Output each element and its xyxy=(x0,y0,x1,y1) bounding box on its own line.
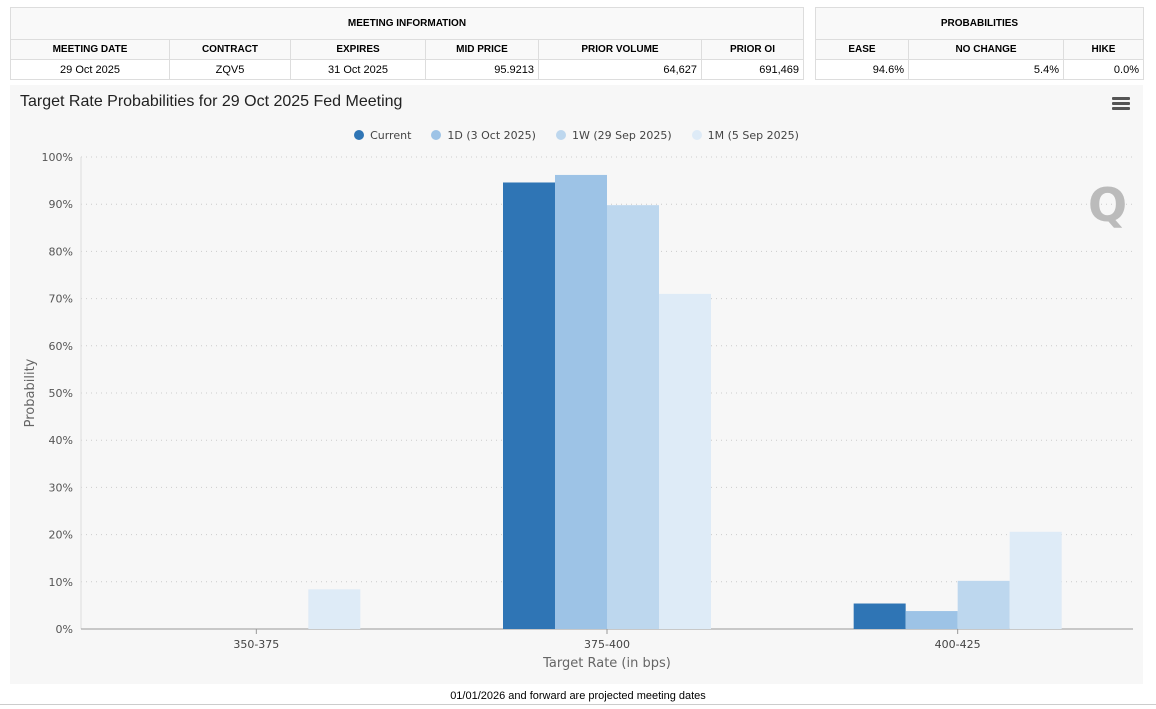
legend-label: Current xyxy=(370,129,412,142)
col-header: MEETING DATE xyxy=(10,39,170,60)
bar-1d xyxy=(555,174,607,629)
bar-chart: 0% 10% 20% 30% 40% 50% 60% 70% 80% 90% 100% 350-375… xyxy=(23,151,1133,671)
no-change-value: 5.4% xyxy=(908,59,1064,80)
mid-price: 95.9213 xyxy=(425,59,539,80)
chart-menu-button[interactable] xyxy=(1112,97,1130,112)
expires: 31 Oct 2025 xyxy=(290,59,426,80)
legend-dot-icon xyxy=(555,130,566,140)
y-axis-title: Probability xyxy=(23,358,38,427)
y-tick-label: 70% xyxy=(49,293,73,306)
ease-value: 94.6% xyxy=(815,59,909,80)
col-header: EASE xyxy=(815,39,909,60)
hike-value: 0.0% xyxy=(1063,59,1144,80)
y-tick-label: 80% xyxy=(49,245,73,258)
bar-1d xyxy=(905,611,958,629)
legend-dot-icon xyxy=(691,130,702,140)
bar-1w xyxy=(607,205,659,630)
legend-item[interactable]: 1M (5 Sep 2025) xyxy=(691,129,799,142)
y-tick-label: 10% xyxy=(49,576,73,589)
meeting-date: 29 Oct 2025 xyxy=(10,59,170,80)
legend-item[interactable]: 1W (29 Sep 2025) xyxy=(555,129,672,142)
table-row: 29 Oct 2025 ZQV5 31 Oct 2025 95.9213 64,… xyxy=(10,59,804,80)
y-tick-label: 0% xyxy=(56,623,73,636)
bar-current xyxy=(503,182,555,629)
y-tick-label: 20% xyxy=(49,529,73,542)
footer-note: 01/01/2026 and forward are projected mee… xyxy=(450,690,706,702)
legend-dot-icon xyxy=(431,130,442,140)
chart-legend: Current 1D (3 Oct 2025) 1W (29 Sep 2025) 1M… xyxy=(10,129,1143,142)
col-header: EXPIRES xyxy=(290,39,426,60)
col-header: MID PRICE xyxy=(425,39,539,60)
probabilities-table: PROBABILITIES EASE NO CHANGE HIKE 94.6% … xyxy=(815,7,1144,80)
legend-label: 1M (5 Sep 2025) xyxy=(707,129,799,142)
divider xyxy=(0,704,1156,705)
col-header: PRIOR OI xyxy=(701,39,804,60)
x-tick-label: 375-400 xyxy=(584,638,630,651)
chart-container: Target Rate Probabilities for 29 Oct 202… xyxy=(10,85,1143,684)
meeting-information-table: MEETING INFORMATION MEETING DATE CONTRAC… xyxy=(10,7,804,80)
prior-oi: 691,469 xyxy=(701,59,804,80)
contract: ZQV5 xyxy=(169,59,291,80)
legend-label: 1D (3 Oct 2025) xyxy=(447,129,536,142)
y-tick-label: 30% xyxy=(49,481,73,494)
x-tick-label: 400-425 xyxy=(935,638,981,651)
col-header: PRIOR VOLUME xyxy=(538,39,702,60)
probabilities-title: PROBABILITIES xyxy=(815,7,1144,40)
y-tick-label: 50% xyxy=(49,387,73,400)
y-tick-label: 100% xyxy=(42,151,73,164)
legend-label: 1W (29 Sep 2025) xyxy=(571,129,672,142)
y-tick-label: 40% xyxy=(49,434,73,447)
bar-1m xyxy=(308,589,361,629)
col-header: CONTRACT xyxy=(169,39,291,60)
table-row: 94.6% 5.4% 0.0% xyxy=(815,59,1144,80)
meeting-info-title: MEETING INFORMATION xyxy=(10,7,804,40)
x-tick-label: 350-375 xyxy=(233,638,279,651)
watermark-logo-icon: Q xyxy=(1088,178,1127,232)
bar-current xyxy=(853,603,906,629)
bar-1m xyxy=(659,293,711,629)
prior-volume: 64,627 xyxy=(538,59,702,80)
bar-1w xyxy=(957,580,1010,629)
col-header: NO CHANGE xyxy=(908,39,1064,60)
y-tick-label: 60% xyxy=(49,340,73,353)
x-axis-title: Target Rate (in bps) xyxy=(542,656,671,671)
legend-dot-icon xyxy=(354,130,365,140)
y-tick-label: 90% xyxy=(49,198,73,211)
legend-item[interactable]: Current xyxy=(354,129,411,142)
bar-1m xyxy=(1009,531,1062,629)
chart-title: Target Rate Probabilities for 29 Oct 202… xyxy=(20,93,403,110)
col-header: HIKE xyxy=(1063,39,1144,60)
legend-item[interactable]: 1D (3 Oct 2025) xyxy=(431,129,536,142)
